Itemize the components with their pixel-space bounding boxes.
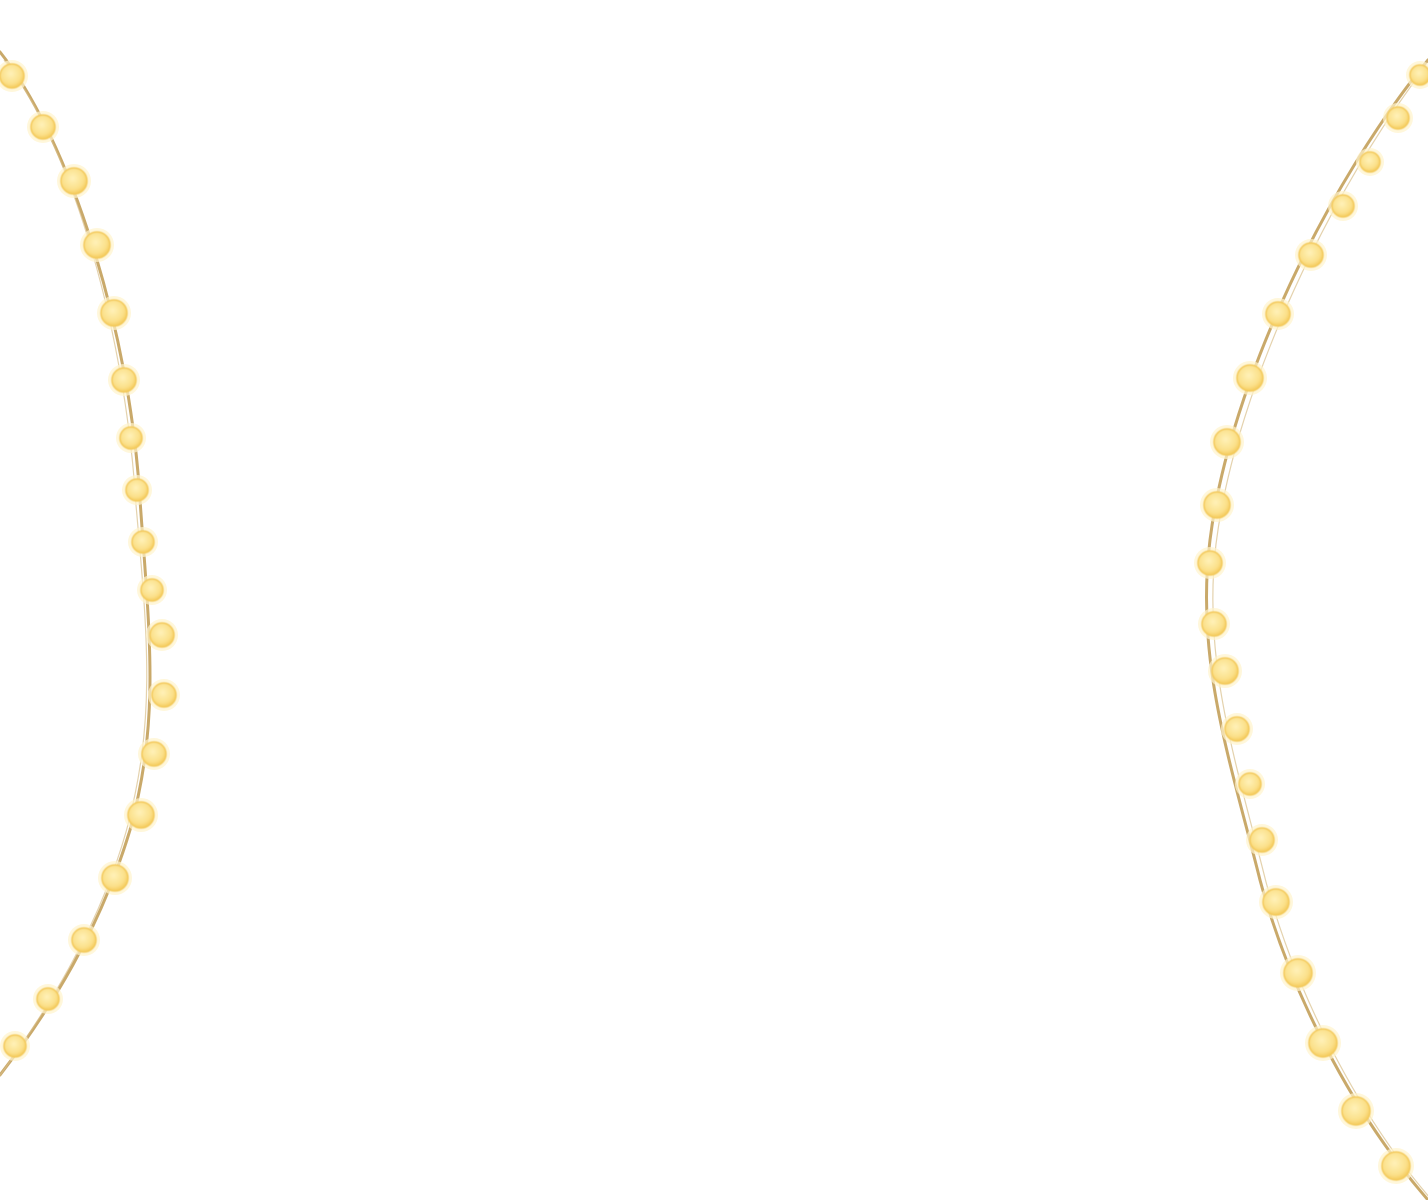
left-wire-strand [0, 59, 148, 1077]
left-string-bulb [151, 682, 177, 708]
left-string-bulb [149, 622, 175, 648]
left-string-bulb [127, 801, 155, 829]
right-string-bulb [1265, 301, 1291, 327]
left-string-bulb [60, 167, 88, 195]
right-string-bulb [1381, 1151, 1411, 1181]
right-string-bulb [1236, 364, 1264, 392]
left-string-bulb [140, 578, 164, 602]
right-string-bulb [1213, 428, 1241, 456]
right-string-bulb [1283, 958, 1313, 988]
left-string-bulb [36, 987, 60, 1011]
right-string-bulb [1341, 1096, 1371, 1126]
left-string-bulb [3, 1034, 27, 1058]
left-string-bulb [131, 530, 155, 554]
left-string-bulb [30, 114, 56, 140]
right-string-bulb [1262, 888, 1290, 916]
right-string-bulb [1201, 611, 1227, 637]
left-string-bulb [119, 426, 143, 450]
left-string-bulb [83, 231, 111, 259]
left-string-bulb [101, 864, 129, 892]
right-string-bulb [1249, 827, 1275, 853]
right-string-bulb [1298, 242, 1324, 268]
right-string-bulb [1211, 657, 1239, 685]
left-string-bulb [100, 299, 128, 327]
left-string-bulb [71, 927, 97, 953]
right-string-bulb [1224, 716, 1250, 742]
left-string-bulb [125, 478, 149, 502]
right-string-bulb [1386, 106, 1410, 130]
left-wire [0, 50, 152, 1077]
right-string-bulb [1238, 772, 1262, 796]
right-light-string [1194, 58, 1428, 1200]
right-string-bulb [1197, 550, 1223, 576]
right-string-bulb [1359, 151, 1381, 173]
left-light-string [0, 50, 180, 1077]
right-string-bulb [1331, 194, 1355, 218]
right-string-bulb [1409, 64, 1428, 86]
right-string-bulb [1308, 1028, 1338, 1058]
left-string-bulb [111, 367, 137, 393]
left-string-bulb [0, 63, 25, 89]
right-string-bulb [1203, 491, 1231, 519]
left-string-bulb [141, 741, 167, 767]
